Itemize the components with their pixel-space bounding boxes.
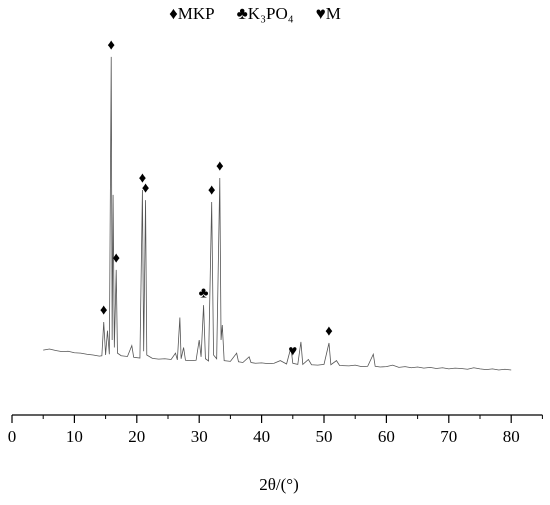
peak-marker: ♦ (107, 37, 115, 53)
peak-marker: ♣ (199, 286, 209, 302)
x-tick-label: 40 (253, 427, 270, 446)
legend-text: ♦MKP ♣K₃PO₄ ♥M (169, 4, 341, 23)
legend: ♦MKP ♣K₃PO₄ ♥M (169, 4, 341, 23)
peak-marker: ♦ (100, 302, 108, 318)
legend-symbol: ♦ (169, 4, 178, 23)
x-tick-label: 80 (503, 427, 520, 446)
x-tick-label: 20 (128, 427, 145, 446)
peak-marker: ♦ (208, 182, 216, 198)
legend-symbol: ♣ (237, 4, 248, 23)
x-tick-label: 60 (378, 427, 395, 446)
x-tick-label: 30 (191, 427, 208, 446)
peak-marker: ♦ (142, 181, 150, 197)
legend-label: MKP (178, 4, 215, 23)
peak-marker: ♦ (139, 170, 147, 186)
peak-marker: ♥ (288, 344, 297, 360)
peak-marker: ♦ (112, 250, 120, 266)
x-tick-label: 70 (440, 427, 457, 446)
x-axis-label: 2θ/(°) (259, 475, 299, 494)
legend-label: K₃PO₄ (248, 4, 294, 23)
x-tick-label: 50 (316, 427, 333, 446)
peak-marker: ♦ (216, 158, 224, 174)
xrd-line (43, 56, 512, 371)
x-tick-label: 0 (8, 427, 17, 446)
legend-symbol: ♥ (316, 4, 326, 23)
legend-label: M (326, 4, 341, 23)
peak-marker: ♦ (325, 323, 333, 339)
x-tick-label: 10 (66, 427, 83, 446)
